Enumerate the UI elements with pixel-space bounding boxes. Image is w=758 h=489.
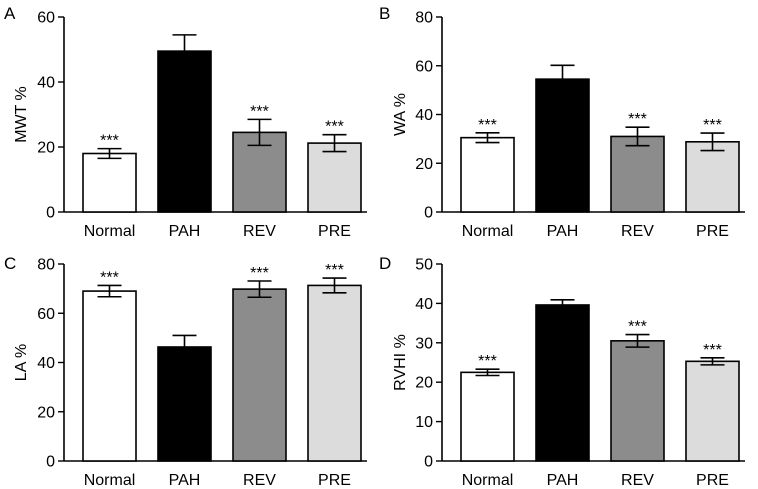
y-tick-label: 0 xyxy=(424,454,433,471)
bar-pre xyxy=(307,284,362,462)
y-tick-label: 40 xyxy=(37,75,55,92)
x-tick-label: Normal xyxy=(462,472,514,489)
bar-pah xyxy=(157,346,212,462)
significance-marker: *** xyxy=(325,262,344,279)
x-tick-label: PAH xyxy=(169,223,201,240)
x-tick-label: PRE xyxy=(696,472,729,489)
y-axis-label: MWT % xyxy=(13,86,30,143)
y-tick-label: 40 xyxy=(37,355,55,372)
bar-normal xyxy=(82,152,137,213)
panel-letter: D xyxy=(379,254,391,273)
y-tick-label: 40 xyxy=(415,296,433,313)
bar-pre xyxy=(685,360,740,462)
panel-letter: B xyxy=(379,4,390,23)
y-tick-label: 10 xyxy=(415,414,433,431)
significance-marker: *** xyxy=(100,133,119,150)
y-tick-label: 30 xyxy=(415,335,433,352)
y-tick-label: 20 xyxy=(415,375,433,392)
chart-panel-d: D RVHI % 0 10 20 30 40 50 *** Normal PAH *** REV *** P… xyxy=(379,254,745,489)
x-tick-label: PAH xyxy=(547,223,579,240)
y-tick-label: 0 xyxy=(46,454,55,471)
bar-pre xyxy=(307,142,362,213)
chart-panel-a: A MWT % 0 20 40 60 *** Normal PAH *** REV *** PRE xyxy=(4,4,367,240)
significance-marker: *** xyxy=(325,119,344,136)
x-tick-label: Normal xyxy=(462,223,514,240)
y-tick-label: 50 xyxy=(415,257,433,274)
significance-marker: *** xyxy=(628,319,647,336)
bar-pah xyxy=(157,50,212,213)
x-tick-label: PRE xyxy=(318,472,351,489)
significance-marker: *** xyxy=(250,103,269,120)
y-tick-label: 60 xyxy=(37,10,55,27)
significance-marker: *** xyxy=(478,117,497,134)
significance-marker: *** xyxy=(703,342,722,359)
x-tick-label: REV xyxy=(243,223,276,240)
y-tick-label: 0 xyxy=(46,205,55,222)
bar-normal xyxy=(460,136,515,213)
significance-marker: *** xyxy=(250,265,269,282)
y-tick-label: 20 xyxy=(415,156,433,173)
bar-rev xyxy=(610,340,665,462)
significance-marker: *** xyxy=(478,353,497,370)
bar-pah xyxy=(535,78,590,213)
bar-rev xyxy=(610,135,665,213)
bar-normal xyxy=(460,371,515,462)
x-tick-label: REV xyxy=(243,472,276,489)
y-tick-label: 80 xyxy=(37,257,55,274)
y-tick-label: 60 xyxy=(415,58,433,75)
x-tick-label: PRE xyxy=(696,223,729,240)
y-axis-label: WA % xyxy=(392,93,409,136)
bar-normal xyxy=(82,290,137,462)
y-axis-label: LA % xyxy=(13,344,30,381)
x-tick-label: PAH xyxy=(169,472,201,489)
x-tick-label: REV xyxy=(621,472,654,489)
bar-pah xyxy=(535,304,590,462)
significance-marker: *** xyxy=(628,111,647,128)
y-tick-label: 0 xyxy=(424,205,433,222)
bar-rev xyxy=(232,288,287,462)
x-tick-label: Normal xyxy=(84,472,136,489)
y-tick-label: 20 xyxy=(37,404,55,421)
significance-marker: *** xyxy=(703,117,722,134)
chart-panel-b: B WA % 0 20 40 60 80 *** Normal PAH *** REV *** PRE xyxy=(379,4,745,240)
significance-marker: *** xyxy=(100,269,119,286)
x-tick-label: Normal xyxy=(84,223,136,240)
panel-letter: A xyxy=(4,4,16,23)
chart-panel-c: C LA % 0 20 40 60 80 *** Normal PAH *** REV *** PRE xyxy=(4,254,367,489)
y-tick-label: 80 xyxy=(415,10,433,27)
y-tick-label: 40 xyxy=(415,107,433,124)
x-tick-label: PRE xyxy=(318,223,351,240)
panel-letter: C xyxy=(4,254,16,273)
y-tick-label: 20 xyxy=(37,140,55,157)
y-tick-label: 60 xyxy=(37,306,55,323)
x-tick-label: PAH xyxy=(547,472,579,489)
x-tick-label: REV xyxy=(621,223,654,240)
bar-pre xyxy=(685,141,740,213)
y-axis-label: RVHI % xyxy=(392,334,409,391)
